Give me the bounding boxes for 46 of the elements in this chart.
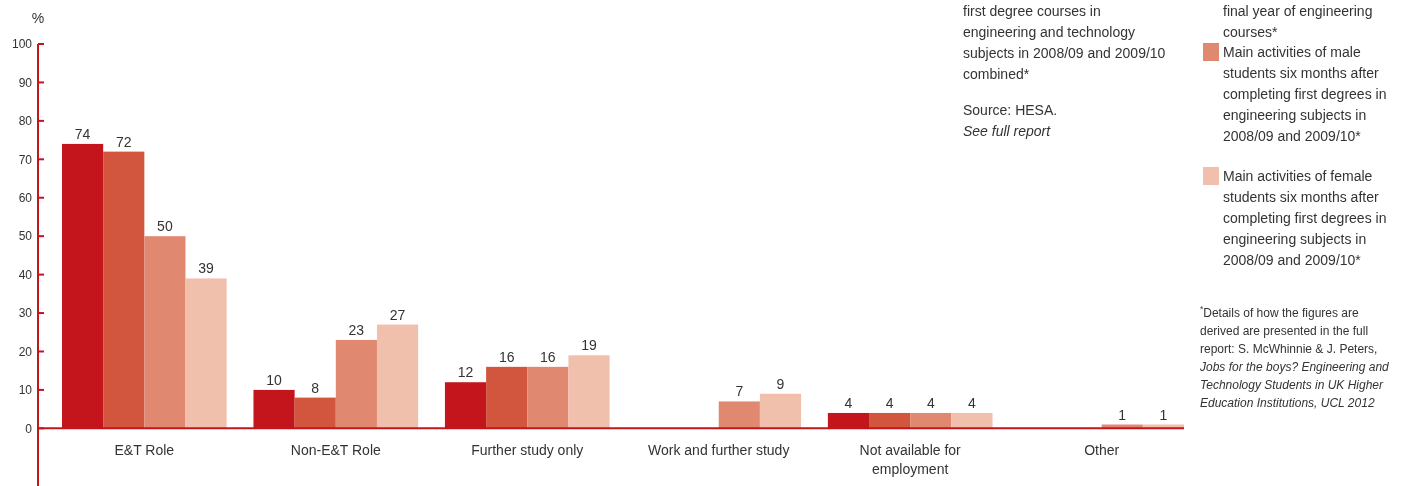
x-tick-label: Non-E&T Role <box>290 442 382 458</box>
x-tick-label: Work and further study <box>648 442 790 458</box>
data-label: 39 <box>198 260 215 277</box>
y-tick-label: 50 <box>18 229 33 244</box>
annotation: Source: HESA. <box>963 102 1058 118</box>
y-tick-label: 0 <box>25 421 33 436</box>
data-label: 72 <box>115 133 132 150</box>
data-label: 1 <box>1159 406 1168 423</box>
x-tick-label: Further study only <box>471 442 584 458</box>
data-label: 7 <box>735 383 744 400</box>
y-tick-label: 90 <box>18 75 33 90</box>
legend-label: Main activities of male students six months after completing first degrees in engineering subjects in 2008/09 and 2009/10* <box>1223 44 1387 144</box>
x-tick-label: Not available for employment <box>859 442 962 477</box>
y-tick-label: 100 <box>11 37 33 52</box>
data-label: 4 <box>885 394 894 411</box>
data-label: 16 <box>540 348 556 365</box>
annotation: first degree courses in engineering and technology subjects in 2008/09 and 2009/10 combined* <box>963 3 1166 82</box>
y-axis-title: % <box>31 10 45 26</box>
x-tick-label: E&T Role <box>114 442 175 458</box>
data-label: 23 <box>348 321 365 338</box>
y-tick-label: 60 <box>18 190 33 205</box>
y-tick-label: 20 <box>18 344 33 359</box>
y-tick-label: 40 <box>18 267 33 282</box>
data-label: 74 <box>74 125 91 142</box>
y-tick-label: 80 <box>18 114 33 129</box>
data-label: 16 <box>498 348 515 365</box>
data-label: 4 <box>926 394 935 411</box>
y-tick-label: 10 <box>18 383 33 398</box>
data-label: 19 <box>581 337 598 354</box>
data-label: 50 <box>157 218 173 235</box>
data-label: 9 <box>776 375 785 392</box>
annotation: See full report <box>963 123 1052 139</box>
data-label: 12 <box>457 364 474 381</box>
y-tick-label: 30 <box>18 306 33 321</box>
data-label: 4 <box>968 394 977 411</box>
data-label: 8 <box>311 379 320 396</box>
text: Jobs for the boys? Engineering and Technology Students in UK Higher Education Institutions, UCL 2012 <box>1199 360 1390 410</box>
data-label: 27 <box>389 306 406 323</box>
legend-label: Main activities of female students six months after completing first degrees in engineering subjects in 2008/09 and 2009/10* <box>1223 168 1387 268</box>
data-label: 4 <box>844 394 853 411</box>
data-label: 1 <box>1118 406 1127 423</box>
y-tick-label: 70 <box>18 152 33 167</box>
data-label: 10 <box>266 371 283 388</box>
text: final year of engineering courses* <box>1223 3 1373 40</box>
text: $^{*}$Details of how the figures are derived are presented in the full report: S. McWhinnie & J. Peters, <box>1200 304 1378 356</box>
x-tick-label: Other <box>1084 442 1120 458</box>
